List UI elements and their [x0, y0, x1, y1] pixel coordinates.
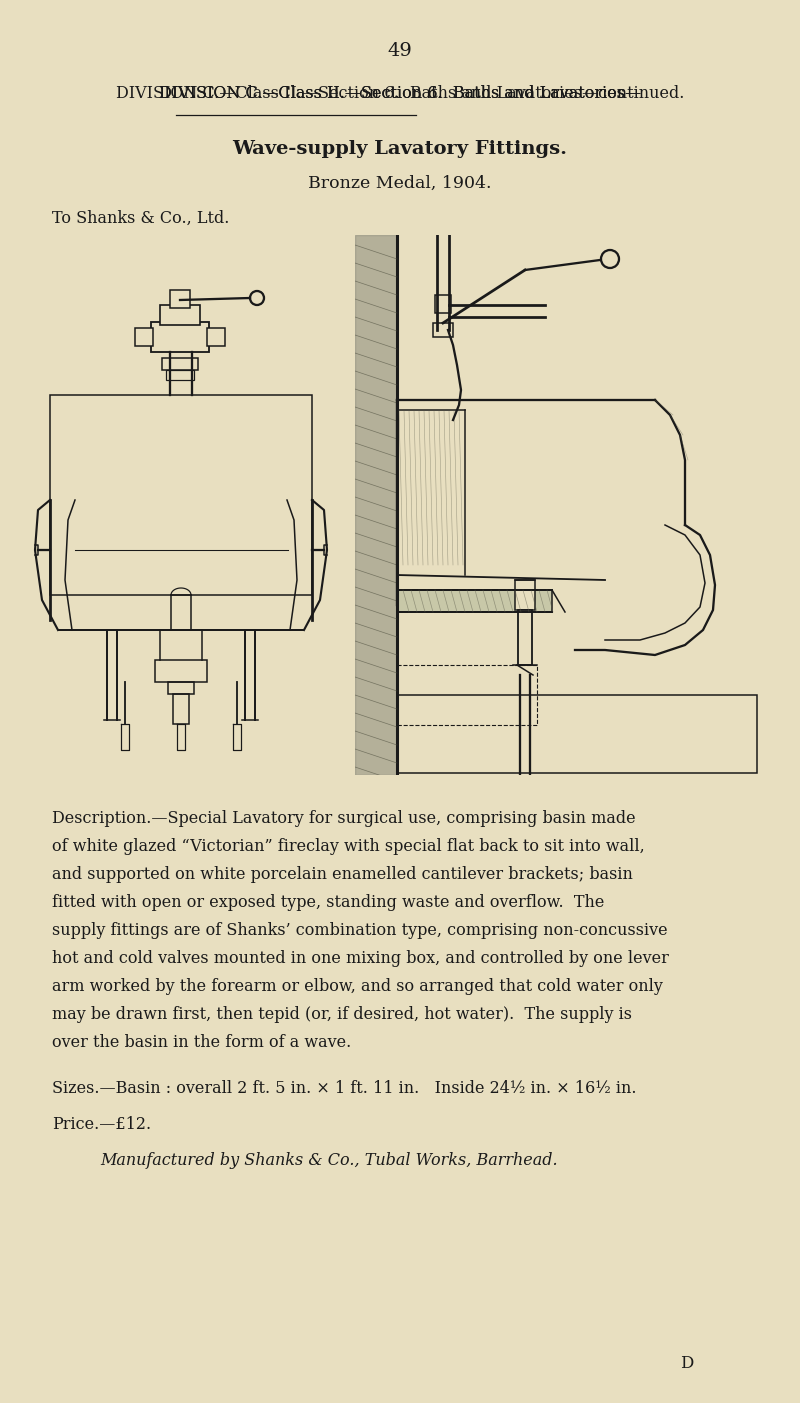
Text: Description.—Special Lavatory for surgical use, comprising basin made: Description.—Special Lavatory for surgic… — [52, 810, 636, 826]
Text: hot and cold valves mounted in one mixing box, and controlled by one lever: hot and cold valves mounted in one mixin… — [52, 950, 669, 967]
Bar — [207, 328, 225, 347]
Text: may be drawn first, then tepid (or, if desired, hot water).  The supply is: may be drawn first, then tepid (or, if d… — [52, 1006, 632, 1023]
Text: DIVISION C.—Class II.—Section 6.  Baths and Lavatories—continued.: DIVISION C.—Class II.—Section 6. Baths a… — [116, 86, 684, 102]
Bar — [168, 682, 194, 694]
Polygon shape — [355, 234, 397, 774]
Bar — [397, 665, 537, 725]
Bar — [155, 659, 207, 682]
Bar — [166, 370, 194, 380]
Text: fitted with open or exposed type, standing waste and overflow.  The: fitted with open or exposed type, standi… — [52, 894, 604, 911]
Text: supply fittings are of Shanks’ combination type, comprising non-concussive: supply fittings are of Shanks’ combinati… — [52, 922, 668, 939]
Text: Wave-supply Lavatory Fittings.: Wave-supply Lavatory Fittings. — [233, 140, 567, 159]
Bar — [50, 396, 312, 595]
Bar — [151, 323, 209, 352]
Bar — [397, 694, 757, 773]
Text: D: D — [680, 1355, 694, 1372]
Bar — [435, 295, 451, 313]
Text: DIVISION C.—Class II.—Section 6.  Baths and Lavatories—: DIVISION C.—Class II.—Section 6. Baths a… — [159, 86, 641, 102]
Text: Price.—£12.: Price.—£12. — [52, 1115, 151, 1134]
Bar — [433, 323, 453, 337]
Text: and supported on white porcelain enamelled cantilever brackets; basin: and supported on white porcelain enamell… — [52, 866, 633, 882]
Text: DIVISION C.—Class II.—Section 6.  Baths and Lavatories—: DIVISION C.—Class II.—Section 6. Baths a… — [159, 86, 641, 102]
Text: Bronze Medal, 1904.: Bronze Medal, 1904. — [308, 175, 492, 192]
Text: Sizes.—Basin : overall 2 ft. 5 in. × 1 ft. 11 in.   Inside 24½ in. × 16½ in.: Sizes.—Basin : overall 2 ft. 5 in. × 1 f… — [52, 1080, 637, 1097]
Bar — [170, 290, 190, 309]
Text: of white glazed “Victorian” fireclay with special flat back to sit into wall,: of white glazed “Victorian” fireclay wit… — [52, 838, 645, 854]
Bar — [160, 304, 200, 325]
Bar — [515, 579, 535, 610]
Bar — [162, 358, 198, 370]
Text: To Shanks & Co., Ltd.: To Shanks & Co., Ltd. — [52, 210, 230, 227]
Bar — [397, 591, 552, 612]
Text: Manufactured by Shanks & Co., Tubal Works, Barrhead.: Manufactured by Shanks & Co., Tubal Work… — [100, 1152, 558, 1169]
Text: over the basin in the form of a wave.: over the basin in the form of a wave. — [52, 1034, 351, 1051]
Text: 49: 49 — [387, 42, 413, 60]
Text: arm worked by the forearm or elbow, and so arranged that cold water only: arm worked by the forearm or elbow, and … — [52, 978, 663, 995]
Bar — [135, 328, 153, 347]
Bar — [518, 610, 532, 665]
Bar — [173, 694, 189, 724]
